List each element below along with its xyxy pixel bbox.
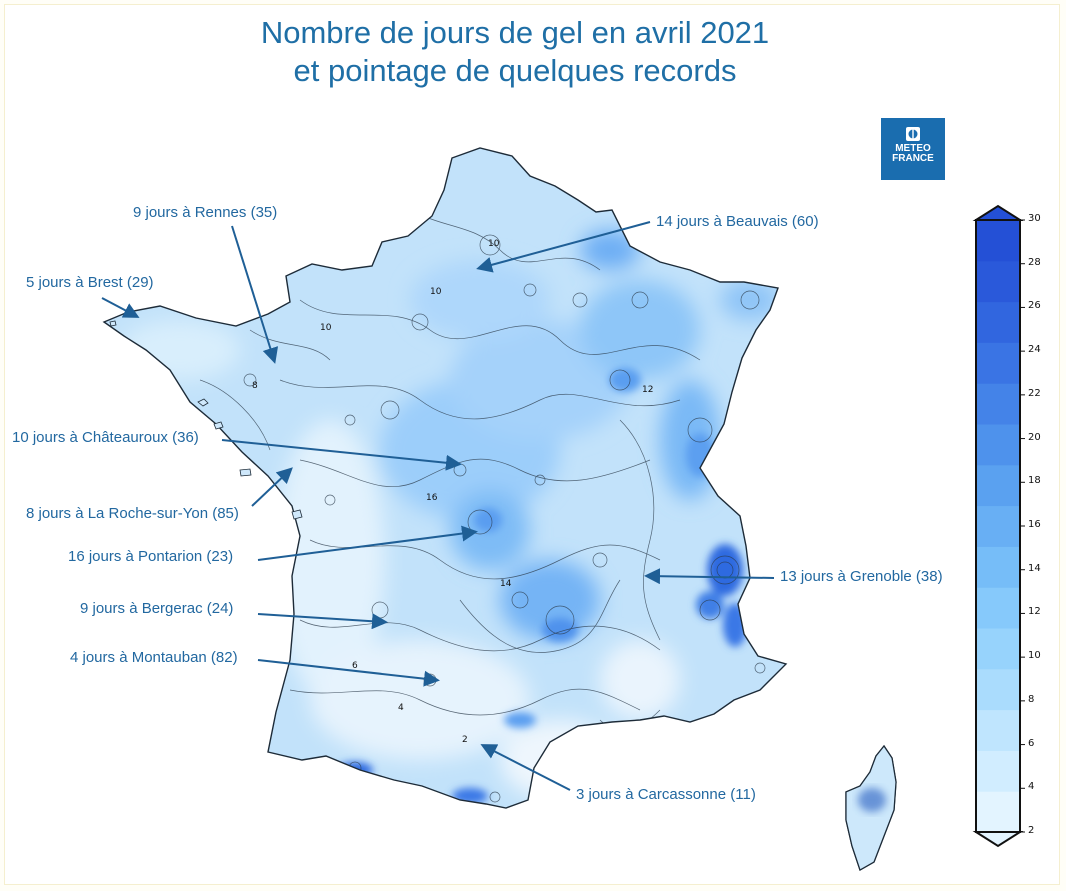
- record-label-rennes: 9 jours à Rennes (35): [133, 204, 278, 221]
- contour-label: 4: [398, 703, 404, 713]
- legend-swatch: [976, 628, 1020, 670]
- arrow-montauban: [257, 659, 440, 687]
- legend-swatch: [976, 383, 1020, 425]
- record-label-laroche: 8 jours à La Roche-sur-Yon (85): [26, 505, 239, 522]
- arrow-pontarion: [257, 525, 478, 561]
- logo-line-1: METEO: [895, 143, 931, 154]
- contour-label: 12: [642, 385, 653, 395]
- record-label-grenoble: 13 jours à Grenoble (38): [780, 568, 943, 585]
- legend-tick-label: 22: [1028, 387, 1041, 399]
- legend-tick-label: 20: [1028, 431, 1041, 443]
- legend-swatch: [976, 791, 1020, 833]
- legend-tick-label: 4: [1028, 781, 1035, 793]
- legend-swatch: [976, 750, 1020, 792]
- arrow-rennes: [231, 225, 279, 364]
- record-pointers: [101, 221, 775, 791]
- legend-min-arrow: [972, 831, 1024, 848]
- meteo-france-logo: METEO FRANCE: [881, 118, 945, 180]
- record-label-chateauroux: 10 jours à Châteauroux (36): [12, 429, 199, 446]
- legend-max-arrow: [972, 204, 1024, 221]
- contour-label: 6: [352, 661, 358, 671]
- arrow-laroche: [251, 467, 293, 507]
- legend-swatch: [976, 709, 1020, 751]
- legend-tick-label: 18: [1028, 475, 1041, 487]
- legend-tick-label: 30: [1028, 213, 1041, 224]
- frost-field: [104, 148, 800, 820]
- legend-tick-label: 26: [1028, 300, 1041, 312]
- legend-tick-label: 10: [1028, 650, 1041, 662]
- contour-label: 14: [500, 579, 512, 589]
- legend-swatch: [976, 546, 1020, 588]
- legend-swatch: [976, 505, 1020, 547]
- legend-swatch: [976, 587, 1020, 629]
- legend-swatch: [976, 260, 1020, 303]
- logo-emblem-icon: [906, 127, 920, 141]
- record-label-carcassonne: 3 jours à Carcassonne (11): [576, 786, 756, 803]
- contour-label: 8: [252, 381, 258, 391]
- map-title: Nombre de jours de gel en avril 2021 et …: [0, 14, 1030, 90]
- legend-tick-label: 6: [1028, 737, 1035, 749]
- logo-line-2: FRANCE: [892, 153, 934, 164]
- contour-labels: 10 10 10 12 16 14 4 2 8 6: [252, 239, 653, 745]
- legend-tick-label: 28: [1028, 256, 1041, 268]
- contour-label: 10: [320, 323, 332, 333]
- arrow-carcassonne: [480, 744, 571, 791]
- contour-label: 16: [426, 493, 438, 503]
- legend-tick-label: 12: [1028, 606, 1041, 618]
- legend-colorbar: [972, 204, 1025, 848]
- contour-label: 10: [488, 239, 500, 249]
- contour-label: 10: [430, 287, 442, 297]
- arrow-brest: [101, 297, 140, 318]
- arrow-beauvais: [476, 221, 651, 273]
- legend-tick-label: 2: [1028, 825, 1035, 836]
- arrow-grenoble: [644, 568, 775, 585]
- contour-label: 2: [462, 735, 468, 745]
- title-line-2: et pointage de quelques records: [293, 53, 737, 88]
- arrow-bergerac: [257, 613, 388, 630]
- legend-swatch: [976, 220, 1020, 262]
- record-label-beauvais: 14 jours à Beauvais (60): [656, 213, 819, 230]
- record-label-brest: 5 jours à Brest (29): [26, 274, 154, 291]
- legend-tick-label: 8: [1028, 693, 1035, 705]
- legend-swatch: [976, 424, 1020, 466]
- legend-tick-label: 14: [1028, 562, 1041, 574]
- title-line-1: Nombre de jours de gel en avril 2021: [260, 15, 770, 50]
- legend-swatch: [976, 668, 1020, 711]
- legend-tick-label: 16: [1028, 519, 1041, 530]
- legend-swatch: [976, 464, 1020, 507]
- legend-swatch: [976, 342, 1020, 384]
- islands: [109, 320, 303, 520]
- record-label-montauban: 4 jours à Montauban (82): [70, 649, 238, 666]
- arrow-chateauroux: [221, 439, 462, 471]
- legend-swatch: [976, 301, 1020, 343]
- record-label-pontarion: 16 jours à Pontarion (23): [68, 548, 234, 565]
- legend-tick-label: 24: [1028, 344, 1041, 356]
- record-label-bergerac: 9 jours à Bergerac (24): [80, 600, 234, 617]
